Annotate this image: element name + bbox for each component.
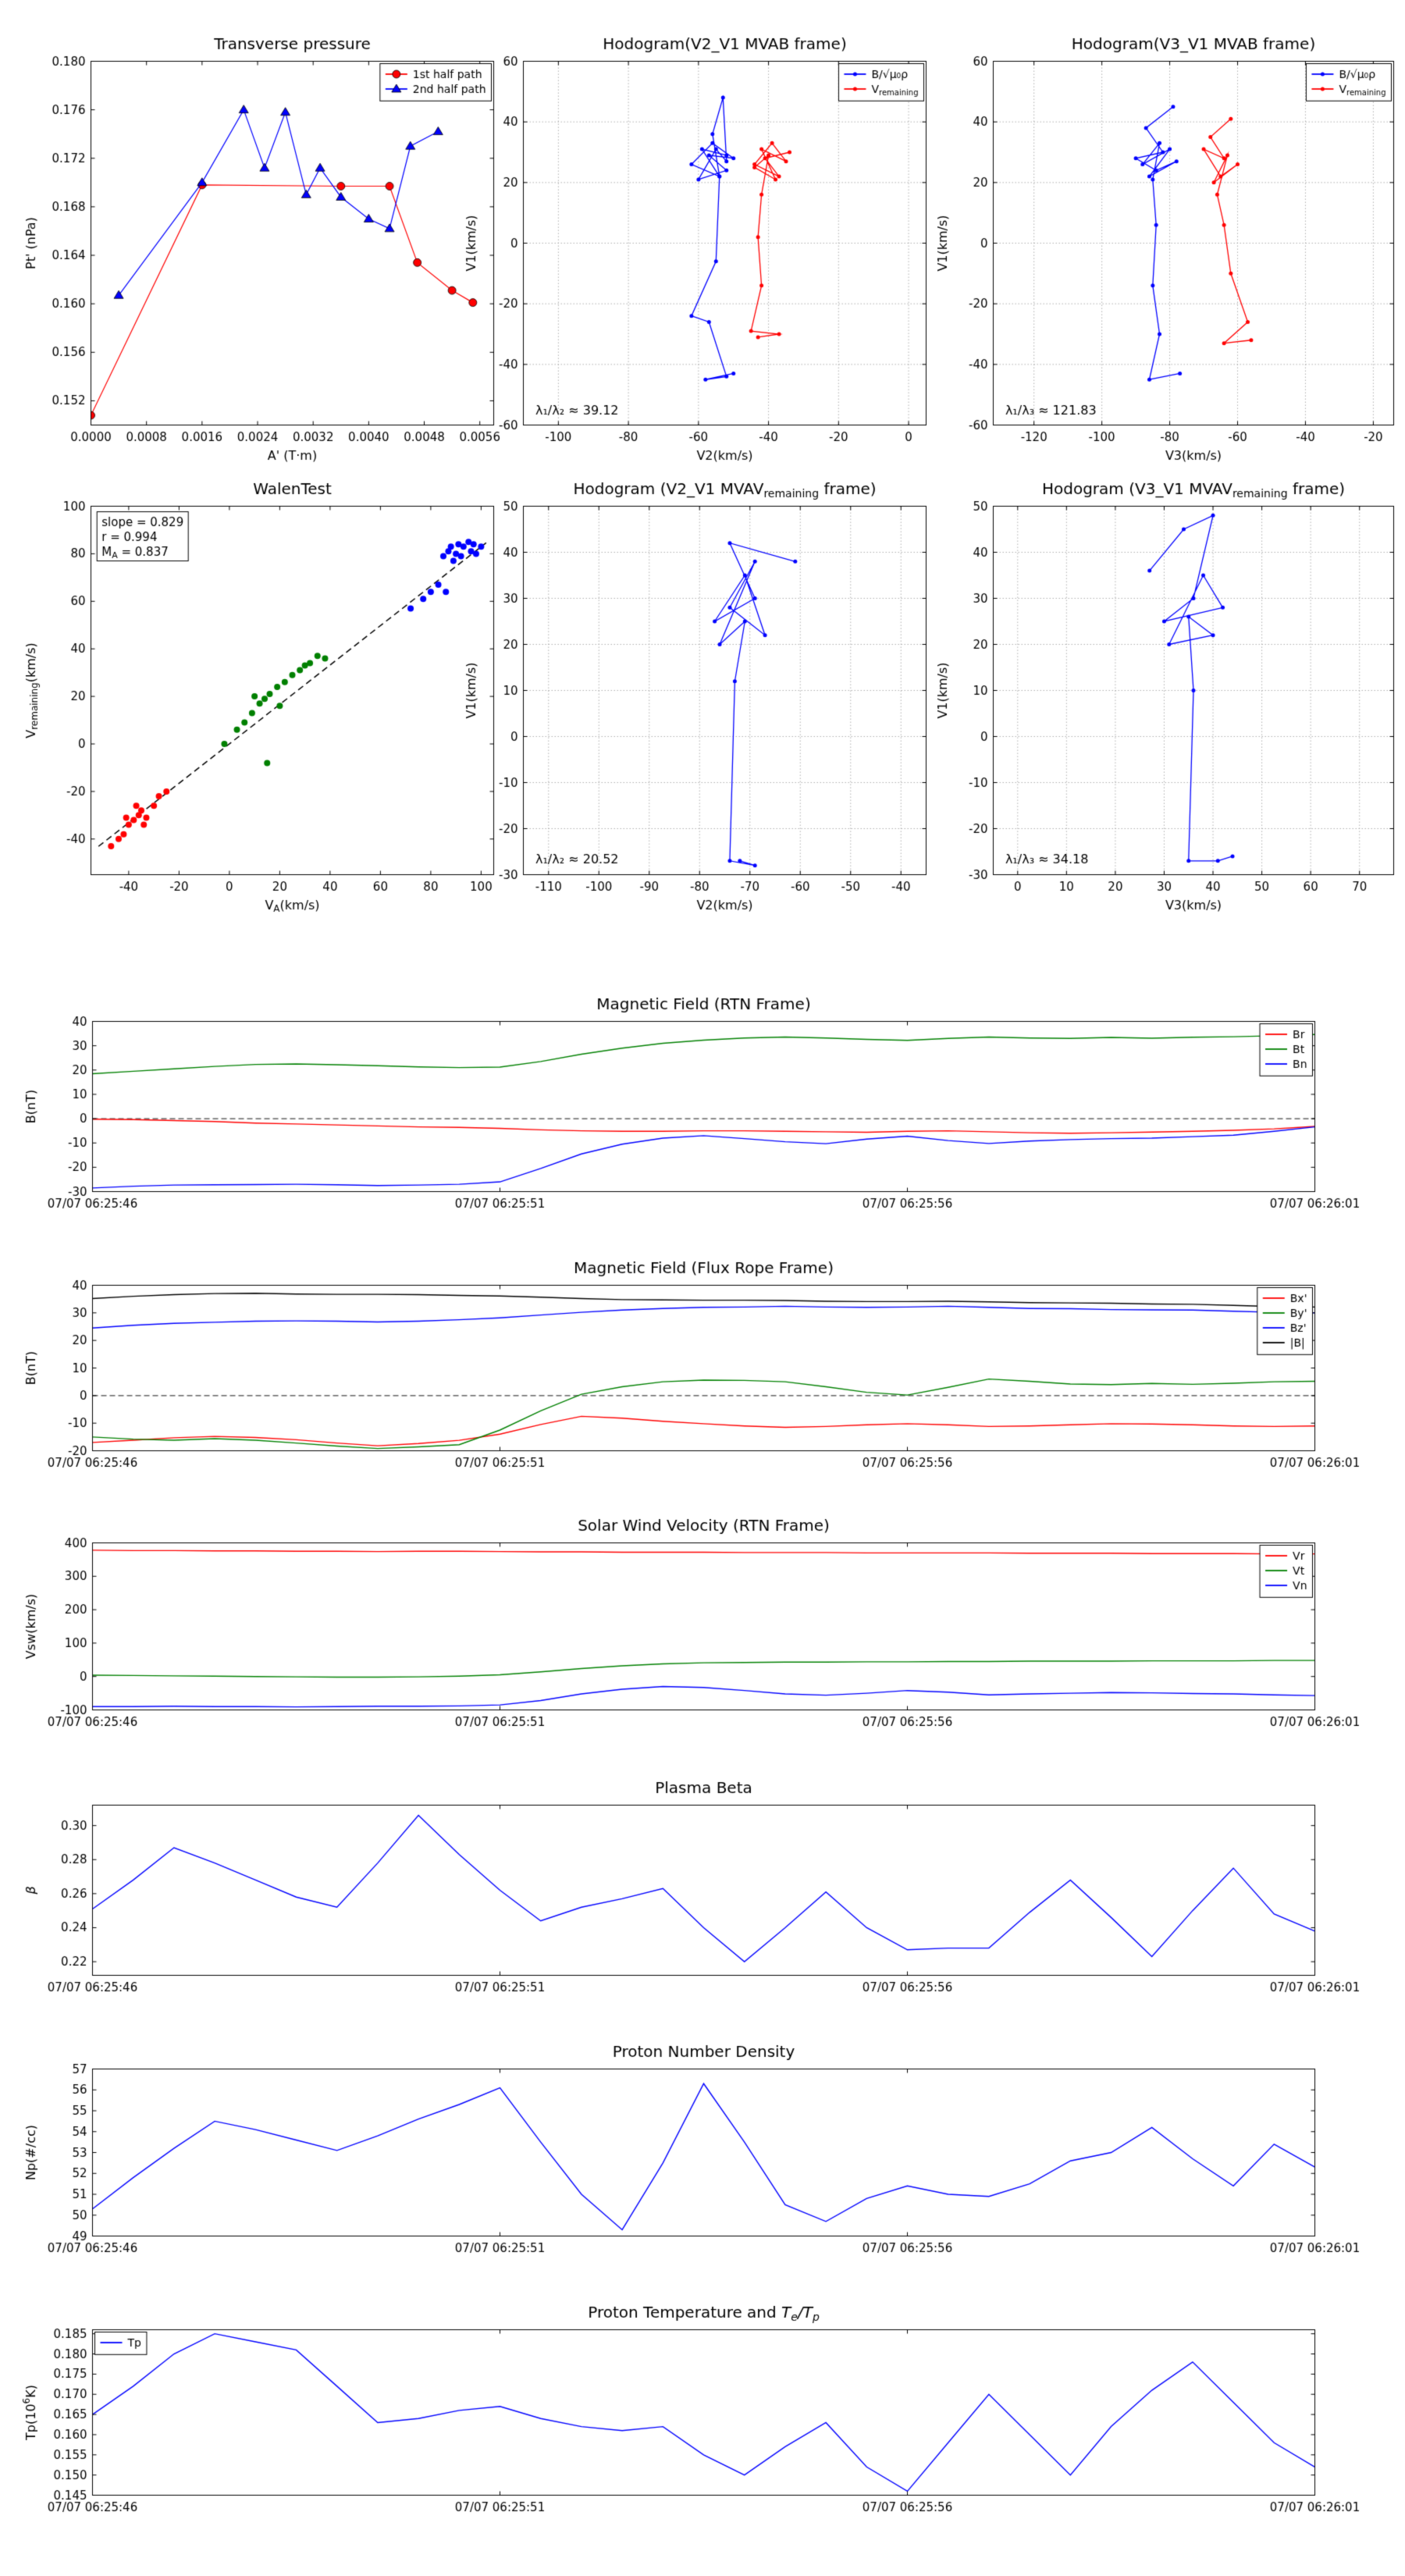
chart-proton-temperature: [16, 2290, 1402, 2524]
chart-magnetic-field-flux-rope: [16, 1246, 1402, 1480]
proton-number-density-canvas: [16, 2030, 1402, 2265]
magnetic-field-flux-rope-canvas: [16, 1246, 1402, 1480]
chart-hodogram-v3v1-mvav: [927, 467, 1405, 949]
hodogram-v3v1-mvab-canvas: [927, 6, 1405, 467]
solar-wind-velocity-canvas: [16, 1503, 1402, 1739]
chart-hodogram-v3v1-mvab: [927, 6, 1405, 467]
hodogram-v2v1-mvav-canvas: [456, 467, 941, 949]
magnetic-field-rtn-canvas: [16, 982, 1402, 1226]
chart-hodogram-v2v1-mvab: [456, 6, 941, 467]
chart-magnetic-field-rtn: [16, 982, 1402, 1226]
chart-walen-test: [16, 467, 506, 949]
walen-test-canvas: [16, 467, 506, 949]
chart-hodogram-v2v1-mvav: [456, 467, 941, 949]
hodogram-v3v1-mvav-canvas: [927, 467, 1405, 949]
chart-proton-number-density: [16, 2030, 1402, 2265]
hodogram-v2v1-mvab-canvas: [456, 6, 941, 467]
plasma-beta-canvas: [16, 1766, 1402, 2005]
chart-plasma-beta: [16, 1766, 1402, 2005]
proton-temperature-canvas: [16, 2290, 1402, 2524]
chart-solar-wind-velocity: [16, 1503, 1402, 1739]
chart-transverse-pressure: [16, 6, 506, 467]
transverse-pressure-canvas: [16, 6, 506, 467]
